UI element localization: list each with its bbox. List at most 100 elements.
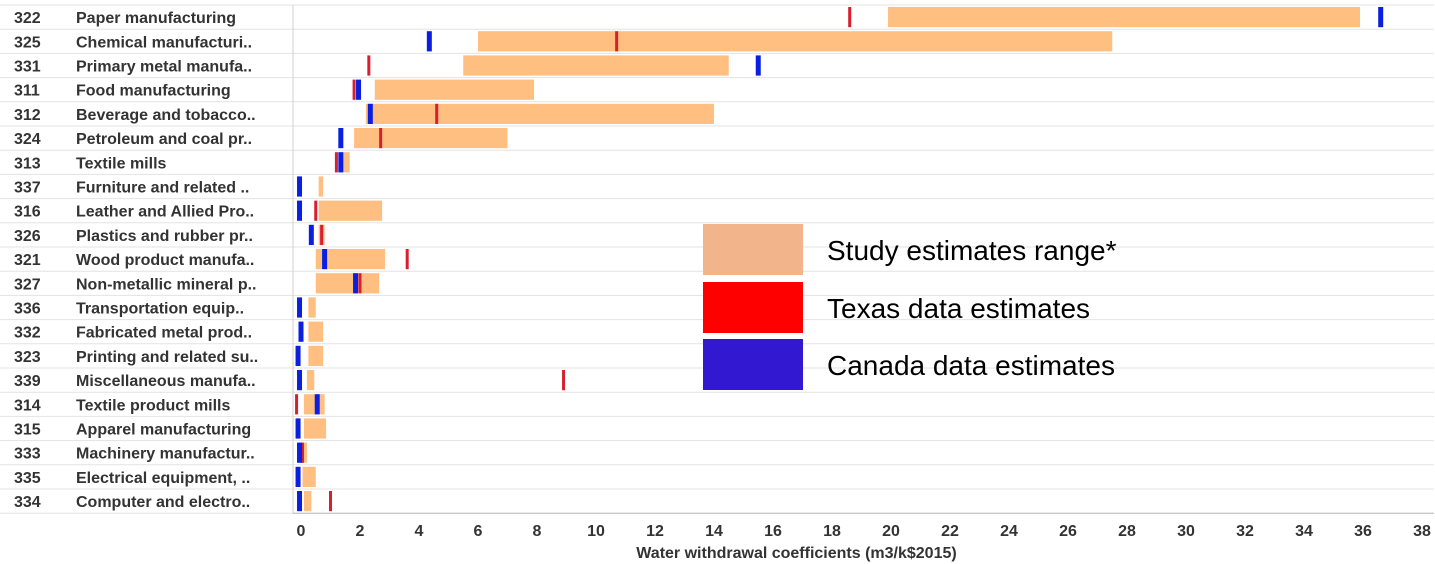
x-tick-label: 30 <box>1177 523 1195 540</box>
row-code-label: 337 <box>14 180 41 197</box>
texas-marker <box>848 7 852 28</box>
texas-marker <box>562 370 566 391</box>
texas-marker <box>352 79 356 100</box>
range-bar <box>339 152 350 173</box>
range-bar <box>315 273 380 294</box>
row-name-label: Printing and related su.. <box>76 349 258 366</box>
x-tick-label: 26 <box>1059 523 1077 540</box>
range-bar <box>302 466 316 487</box>
x-tick-label: 8 <box>533 523 542 540</box>
canada-marker <box>297 176 303 197</box>
range-bar <box>478 31 1113 52</box>
row-code-label: 314 <box>14 397 41 414</box>
row-labels: 322 Paper manufacturing 325 Chemical manufa… <box>14 10 258 511</box>
row-name-label: Wood product manufa.. <box>76 252 254 269</box>
row-code-label: 334 <box>14 494 41 511</box>
canada-marker <box>297 200 303 221</box>
row-name-label: Paper manufacturing <box>76 10 236 27</box>
row-code-label: 312 <box>14 107 41 124</box>
x-tick-label: 18 <box>823 523 841 540</box>
legend-swatch-canada <box>703 339 803 390</box>
canada-marker <box>322 249 328 270</box>
x-tick-label: 10 <box>587 523 605 540</box>
canada-marker <box>297 297 303 318</box>
row-name-label: Textile mills <box>76 155 167 172</box>
row-name-label: Fabricated metal prod.. <box>76 325 252 342</box>
row-code-label: 316 <box>14 204 41 221</box>
row-name-label: Non-metallic mineral p.. <box>76 276 256 293</box>
range-bar <box>306 370 315 391</box>
texas-marker <box>314 200 318 221</box>
x-tick-label: 14 <box>705 523 723 540</box>
legend-item-canada: Canada data estimates <box>703 339 1115 390</box>
canada-marker <box>297 370 303 391</box>
range-bar <box>318 200 383 221</box>
row-code-label: 335 <box>14 470 41 487</box>
row-code-label: 324 <box>14 131 41 148</box>
x-tick-label: 2 <box>356 523 365 540</box>
range-bar <box>303 491 312 512</box>
row-code-label: 332 <box>14 325 41 342</box>
texas-marker <box>615 31 619 52</box>
range-bar <box>303 394 325 415</box>
x-tick-label: 24 <box>1000 523 1018 540</box>
row-name-label: Leather and Allied Pro.. <box>76 204 254 221</box>
x-tick-label: 12 <box>646 523 664 540</box>
row-code-label: 325 <box>14 34 41 51</box>
canada-marker <box>353 273 359 294</box>
range-bar <box>888 7 1361 28</box>
texas-marker <box>379 128 383 149</box>
texas-marker <box>300 442 304 463</box>
texas-marker <box>295 394 299 415</box>
range-bar <box>308 297 316 318</box>
range-bar <box>315 249 386 270</box>
legend-item-texas: Texas data estimates <box>703 282 1090 333</box>
x-tick-label: 16 <box>764 523 782 540</box>
canada-marker <box>426 31 432 52</box>
texas-marker <box>435 103 439 124</box>
x-tick-label: 4 <box>415 523 424 540</box>
x-tick-label: 20 <box>882 523 900 540</box>
range-bar <box>365 103 714 124</box>
range-bar <box>308 345 324 366</box>
range-bar <box>354 128 508 149</box>
legend-item-range: Study estimates range* <box>703 224 1117 275</box>
x-axis: 0 2 4 6 8 10 12 14 16 18 20 22 24 26 28 30 32 34 36 38 Wate… <box>293 512 1434 562</box>
canada-marker <box>367 103 373 124</box>
texas-marker <box>320 224 324 245</box>
canada-marker <box>314 394 320 415</box>
canada-marker <box>1378 7 1384 28</box>
texas-marker <box>329 491 332 512</box>
row-code-label: 323 <box>14 349 41 366</box>
row-name-label: Food manufacturing <box>76 83 231 100</box>
canada-marker <box>338 128 344 149</box>
row-name-label: Petroleum and coal pr.. <box>76 131 252 148</box>
row-code-label: 333 <box>14 446 41 463</box>
range-bar <box>318 176 324 197</box>
row-name-label: Computer and electro.. <box>76 494 250 511</box>
texas-marker <box>358 273 362 294</box>
legend-label-range: Study estimates range* <box>827 235 1117 266</box>
x-tick-label: 28 <box>1118 523 1136 540</box>
canada-marker <box>308 224 314 245</box>
texas-marker <box>334 152 338 173</box>
row-name-label: Apparel manufacturing <box>76 422 251 439</box>
range-bar <box>374 79 535 100</box>
canada-marker <box>295 418 301 439</box>
row-name-label: Primary metal manufa.. <box>76 59 252 76</box>
canada-marker <box>297 491 303 512</box>
x-tick-label: 36 <box>1354 523 1372 540</box>
range-bar <box>303 418 327 439</box>
row-name-label: Electrical equipment, .. <box>76 470 250 487</box>
row-code-label: 321 <box>14 252 41 269</box>
range-bar <box>463 55 729 76</box>
texas-marker <box>405 249 409 270</box>
row-code-label: 327 <box>14 276 41 293</box>
row-name-label: Textile product mills <box>76 397 231 414</box>
legend-label-canada: Canada data estimates <box>827 350 1115 381</box>
row-name-label: Plastics and rubber pr.. <box>76 228 253 245</box>
row-code-label: 336 <box>14 301 41 318</box>
x-tick-label: 6 <box>474 523 483 540</box>
range-bars <box>302 7 1361 512</box>
